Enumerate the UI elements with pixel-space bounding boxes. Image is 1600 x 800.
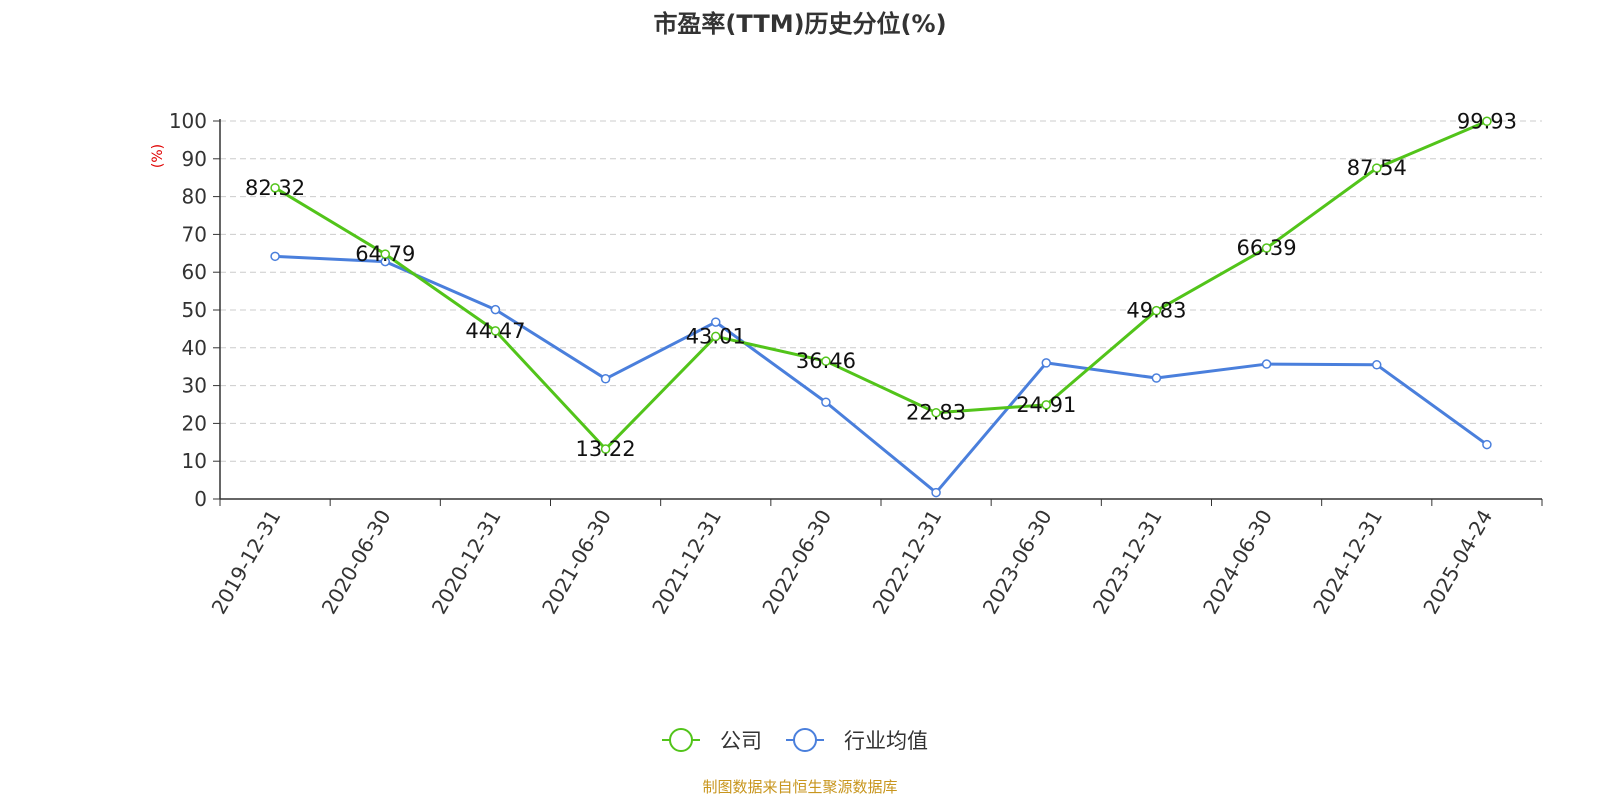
data-point <box>1261 243 1272 253</box>
y-tick-label: 50 <box>182 298 207 322</box>
data-point <box>600 374 611 384</box>
data-label: 49.83 <box>1126 299 1186 323</box>
data-point <box>711 317 721 327</box>
legend-marker <box>793 728 817 752</box>
grid-lines <box>220 120 1542 462</box>
data-label: 43.01 <box>686 324 746 348</box>
x-tick-label: 2020-06-30 <box>317 506 396 619</box>
series-line <box>274 119 1488 451</box>
x-tick-label: 2019-12-31 <box>207 506 286 619</box>
data-label: 36.46 <box>796 349 856 373</box>
data-point <box>931 487 941 498</box>
x-tick-label: 2024-06-30 <box>1198 506 1277 619</box>
data-point <box>1041 358 1051 368</box>
data-label: 64.79 <box>355 242 415 266</box>
legend-item[interactable]: 行业均值 <box>786 728 928 753</box>
data-point <box>1372 163 1382 173</box>
y-tick-label: 10 <box>182 449 207 473</box>
data-point <box>1151 373 1162 383</box>
y-axis-unit-label: (%) <box>150 144 166 168</box>
y-tick-label: 70 <box>182 222 207 246</box>
x-tick-label: 2021-06-30 <box>537 506 616 619</box>
legend[interactable]: 公司 行业均值 <box>662 728 928 753</box>
data-point <box>270 251 280 262</box>
data-point <box>490 304 501 315</box>
y-tick-label: 100 <box>169 109 207 133</box>
x-tick-label: 2023-06-30 <box>978 506 1057 619</box>
legend-item[interactable]: 公司 <box>662 728 762 753</box>
legend-marker <box>669 728 693 752</box>
data-point <box>711 331 721 342</box>
data-point <box>1261 359 1272 369</box>
y-tick-label: 20 <box>182 411 207 435</box>
data-point <box>931 407 941 418</box>
x-tick-label: 2020-12-31 <box>427 505 506 618</box>
x-tick-label: 2022-06-30 <box>757 506 836 619</box>
chart-title: 市盈率(TTM)历史分位(%) <box>653 10 946 38</box>
data-point <box>380 249 390 259</box>
legend-label: 行业均值 <box>844 729 928 753</box>
data-point <box>1482 116 1492 127</box>
x-tick-label: 2024-12-31 <box>1308 506 1387 619</box>
y-tick-label: 80 <box>182 185 207 209</box>
y-tick-label: 0 <box>194 487 207 511</box>
data-point <box>821 397 831 407</box>
series-lines <box>270 116 1492 498</box>
data-label: 66.39 <box>1237 236 1297 260</box>
data-label: 87.54 <box>1347 156 1407 180</box>
data-label: 99.93 <box>1457 109 1517 133</box>
x-tick-label: 2021-12-31 <box>647 506 726 619</box>
data-labels: 82.32 64.79 44.47 13.22 43.01 36.46 22.83 24.91… <box>245 109 1517 461</box>
data-point <box>1482 439 1492 450</box>
data-label: 44.47 <box>465 319 525 343</box>
data-point <box>1041 400 1051 410</box>
data-label: 24.91 <box>1016 393 1076 417</box>
data-label: 13.22 <box>576 437 636 461</box>
y-tick-label: 30 <box>182 374 207 398</box>
series-line <box>275 254 1488 495</box>
y-tick-label: 90 <box>182 147 207 171</box>
legend-label: 公司 <box>720 729 762 753</box>
data-label: 22.83 <box>906 401 966 425</box>
data-point <box>490 326 501 336</box>
x-tick-label: 2025-04-24 <box>1418 506 1497 619</box>
y-tick-label: 60 <box>182 260 207 284</box>
data-point <box>270 183 280 193</box>
x-tick-label: 2022-12-31 <box>868 505 947 618</box>
data-point <box>1372 360 1382 370</box>
source-note: 制图数据来自恒生聚源数据库 <box>702 778 897 796</box>
data-label: 82.32 <box>245 176 305 200</box>
data-point <box>1151 305 1162 316</box>
y-tick-label: 40 <box>182 336 207 360</box>
data-point <box>821 356 831 366</box>
data-point <box>600 444 611 454</box>
x-tick-label: 2023-12-31 <box>1088 506 1167 619</box>
